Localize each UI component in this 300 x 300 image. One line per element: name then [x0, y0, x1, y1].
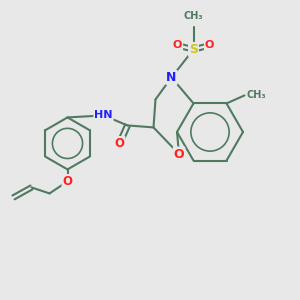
- Text: O: O: [62, 175, 73, 188]
- Text: O: O: [205, 40, 214, 50]
- Text: CH₃: CH₃: [184, 11, 203, 21]
- Text: O: O: [173, 40, 182, 50]
- Text: O: O: [115, 137, 124, 150]
- Text: S: S: [189, 43, 198, 56]
- Text: CH₃: CH₃: [247, 90, 266, 100]
- Text: HN: HN: [94, 110, 113, 120]
- Text: N: N: [166, 71, 177, 84]
- Text: O: O: [174, 148, 184, 160]
